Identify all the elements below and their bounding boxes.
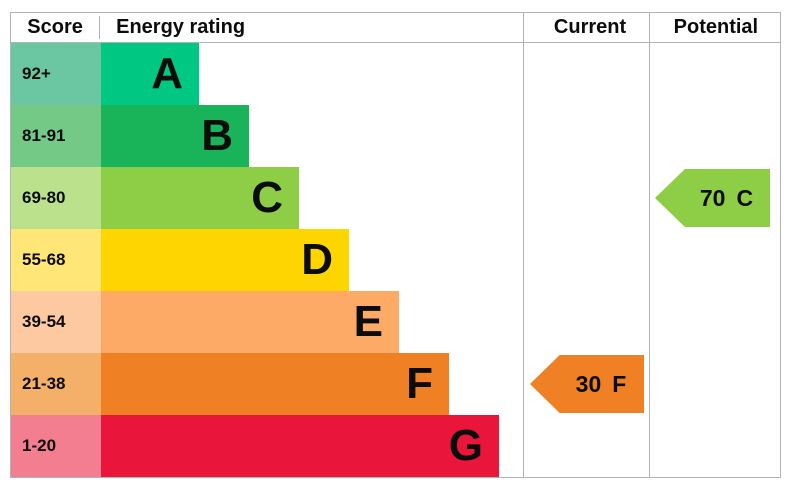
rating-bar-a: A [101, 43, 199, 105]
current-band-letter: F [612, 370, 627, 397]
potential-band-letter: C [736, 184, 754, 211]
header-score: Score [27, 16, 83, 38]
score-range-label: 69-80 [11, 167, 101, 229]
header-current: Current [553, 16, 627, 38]
header-potential: Potential [673, 16, 759, 38]
chart-header-row: Score Energy rating Current Potential [11, 13, 780, 43]
band-row-f: 21-38 F [11, 353, 780, 415]
band-letter-g: G [448, 421, 483, 470]
score-range-label: 55-68 [11, 229, 101, 291]
score-range-label: 21-38 [11, 353, 101, 415]
current-score-value: 30 [575, 370, 602, 397]
band-letter-a: A [151, 49, 183, 98]
band-letter-c: C [251, 173, 283, 222]
band-row-a: 92+ A [11, 43, 780, 105]
rating-bar-f: F [101, 353, 449, 415]
potential-column-divider [649, 13, 650, 477]
score-range-label: 81-91 [11, 105, 101, 167]
current-column-divider [523, 13, 524, 477]
header-energy-rating: Energy rating [99, 16, 528, 39]
band-letter-b: B [201, 111, 233, 160]
band-row-c: 69-80 C [11, 167, 780, 229]
potential-score-value: 70 [699, 184, 726, 211]
rating-bar-b: B [101, 105, 249, 167]
current-rating-arrow: 30 F [530, 355, 644, 413]
rating-bar-d: D [101, 229, 349, 291]
score-range-label: 39-54 [11, 291, 101, 353]
epc-rating-chart: Score Energy rating Current Potential 92… [10, 12, 781, 478]
band-row-e: 39-54 E [11, 291, 780, 353]
band-row-d: 55-68 D [11, 229, 780, 291]
band-letter-d: D [301, 235, 333, 284]
potential-rating-arrow: 70 C [655, 169, 770, 227]
score-range-label: 92+ [11, 43, 101, 105]
rating-bar-e: E [101, 291, 399, 353]
rating-bar-g: G [101, 415, 499, 477]
band-row-g: 1-20 G [11, 415, 780, 477]
band-letter-f: F [406, 359, 433, 408]
band-row-b: 81-91 B [11, 105, 780, 167]
band-letter-e: E [353, 297, 383, 346]
rating-bar-c: C [101, 167, 299, 229]
score-range-label: 1-20 [11, 415, 101, 477]
